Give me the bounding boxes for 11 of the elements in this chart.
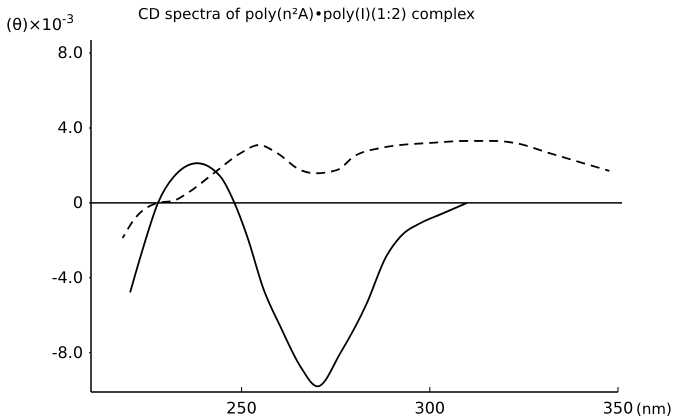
y-tick-label: 0 (72, 193, 83, 212)
y-tick-label: 4.0 (58, 118, 83, 138)
x-tick-label: 300 (414, 398, 446, 418)
chart-title: CD spectra of poly(n²A)•poly(I)(1:2) complex (138, 5, 476, 23)
y-axis-title: (θ)×10$^{-3}$ (6, 12, 74, 34)
y-tick-label: -8.0 (52, 342, 83, 362)
y-tick-label: 8.0 (58, 43, 83, 62)
x-tick-label: 350 (602, 398, 634, 418)
x-axis-title: (nm) (636, 400, 672, 418)
y-tick-label: -4.0 (52, 268, 83, 287)
x-tick-label: 250 (226, 398, 257, 418)
